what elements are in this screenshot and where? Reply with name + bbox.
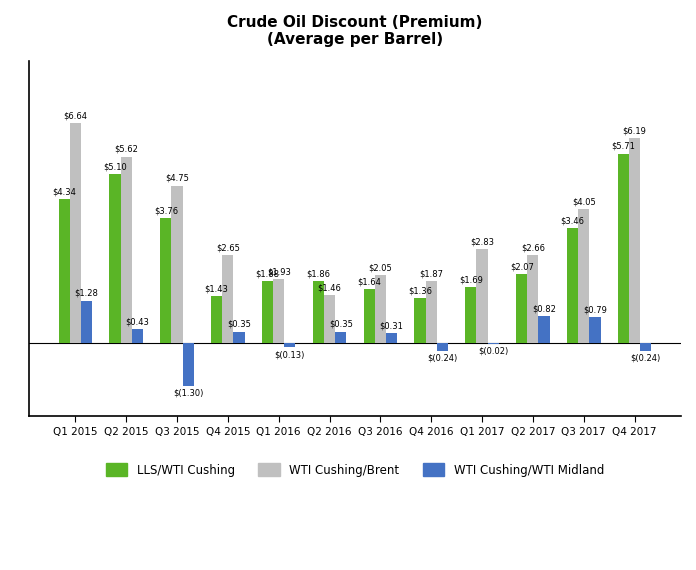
Bar (109, 174, 120, 343)
Bar (363, 288, 374, 343)
Bar (567, 229, 578, 343)
Text: $2.65: $2.65 (216, 243, 240, 253)
Bar (324, 295, 335, 343)
Text: $0.35: $0.35 (329, 320, 353, 329)
Text: $0.82: $0.82 (532, 304, 556, 314)
Text: $2.66: $2.66 (521, 243, 545, 252)
Bar (539, 316, 550, 343)
Bar (222, 255, 233, 343)
Bar (171, 185, 182, 343)
Text: $1.43: $1.43 (205, 284, 228, 293)
Bar (81, 300, 92, 343)
Bar (528, 255, 539, 343)
Text: $0.79: $0.79 (583, 306, 607, 314)
Text: $2.83: $2.83 (470, 238, 494, 247)
Bar (233, 332, 244, 343)
Text: $1.86: $1.86 (306, 270, 331, 279)
Bar (211, 296, 222, 343)
Text: $1.87: $1.87 (419, 270, 443, 278)
Text: $(0.13): $(0.13) (275, 350, 305, 359)
Text: $1.93: $1.93 (267, 267, 291, 276)
Text: $1.69: $1.69 (459, 275, 483, 284)
Bar (160, 218, 171, 343)
Text: $(0.24): $(0.24) (631, 354, 661, 363)
Text: $3.76: $3.76 (154, 207, 178, 215)
Bar (182, 343, 193, 386)
Bar (640, 343, 651, 351)
Text: $1.64: $1.64 (357, 277, 381, 286)
Text: $1.36: $1.36 (408, 286, 432, 295)
Bar (578, 209, 590, 343)
Text: $(1.30): $(1.30) (173, 389, 203, 398)
Text: $6.19: $6.19 (623, 126, 647, 135)
Bar (618, 154, 629, 343)
Bar (313, 282, 324, 343)
Bar (488, 343, 499, 344)
Bar (284, 343, 296, 348)
Bar (374, 275, 386, 343)
Text: $(0.02): $(0.02) (478, 347, 508, 356)
Text: $1.28: $1.28 (74, 289, 98, 298)
Text: $5.71: $5.71 (612, 142, 635, 151)
Text: $2.07: $2.07 (509, 263, 534, 272)
Bar (262, 281, 273, 343)
Bar (590, 317, 601, 343)
Bar (386, 333, 397, 343)
Text: $(0.24): $(0.24) (427, 354, 457, 363)
Bar (58, 199, 70, 343)
Text: $0.31: $0.31 (379, 321, 404, 330)
Text: $0.43: $0.43 (125, 317, 150, 326)
Bar (335, 332, 347, 343)
Bar (426, 281, 437, 343)
Text: $4.34: $4.34 (52, 188, 76, 197)
Bar (414, 298, 426, 343)
Text: $4.75: $4.75 (165, 174, 189, 183)
Text: $3.46: $3.46 (560, 217, 585, 226)
Legend: LLS/WTI Cushing, WTI Cushing/Brent, WTI Cushing/WTI Midland: LLS/WTI Cushing, WTI Cushing/Brent, WTI … (102, 459, 608, 481)
Text: $1.46: $1.46 (317, 283, 342, 292)
Bar (477, 249, 488, 343)
Bar (466, 287, 477, 343)
Text: $2.05: $2.05 (368, 263, 393, 272)
Text: $1.88: $1.88 (255, 269, 280, 278)
Text: $6.64: $6.64 (63, 111, 87, 120)
Text: $5.10: $5.10 (103, 162, 127, 171)
Bar (132, 329, 143, 343)
Text: $4.05: $4.05 (572, 197, 596, 206)
Bar (516, 274, 528, 343)
Title: Crude Oil Discount (Premium)
(Average per Barrel): Crude Oil Discount (Premium) (Average pe… (228, 15, 482, 47)
Text: $0.35: $0.35 (227, 320, 251, 329)
Text: $5.62: $5.62 (114, 145, 138, 154)
Bar (70, 123, 81, 343)
Bar (120, 157, 132, 343)
Bar (629, 138, 640, 343)
Bar (437, 343, 448, 351)
Bar (273, 279, 284, 343)
